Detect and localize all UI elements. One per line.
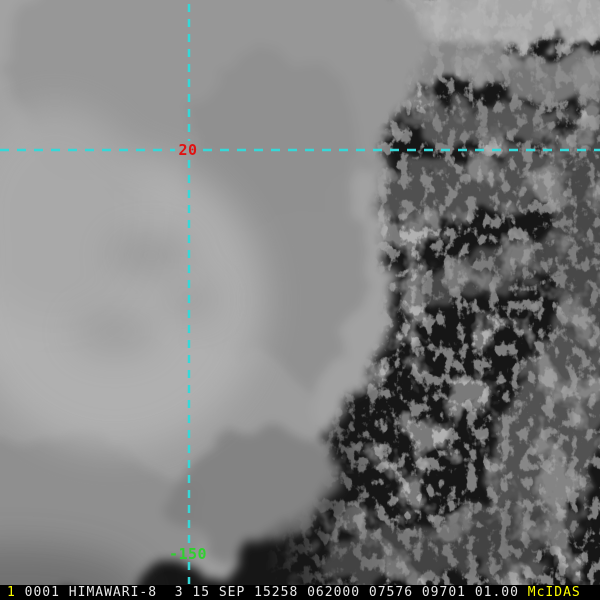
status-bar: 1 0001 HIMAWARI-8 3 15 SEP 15258 062000 …: [0, 585, 600, 600]
frame-separator: [16, 585, 25, 600]
latitude-label: 20: [178, 141, 197, 159]
image-info-text: 0001 HIMAWARI-8 3 15 SEP 15258 062000 07…: [24, 585, 528, 600]
longitude-label: -150: [169, 545, 207, 563]
bottom-left-shadow: [0, 545, 145, 585]
mcidas-brand: McIDAS: [527, 585, 581, 600]
frame-number[interactable]: 1: [7, 585, 16, 600]
storm-core-highlight: [0, 105, 265, 450]
haze-bands: [311, 110, 600, 585]
satellite-image-view[interactable]: 20 -150: [0, 0, 600, 585]
latlon-grid: [0, 4, 600, 584]
